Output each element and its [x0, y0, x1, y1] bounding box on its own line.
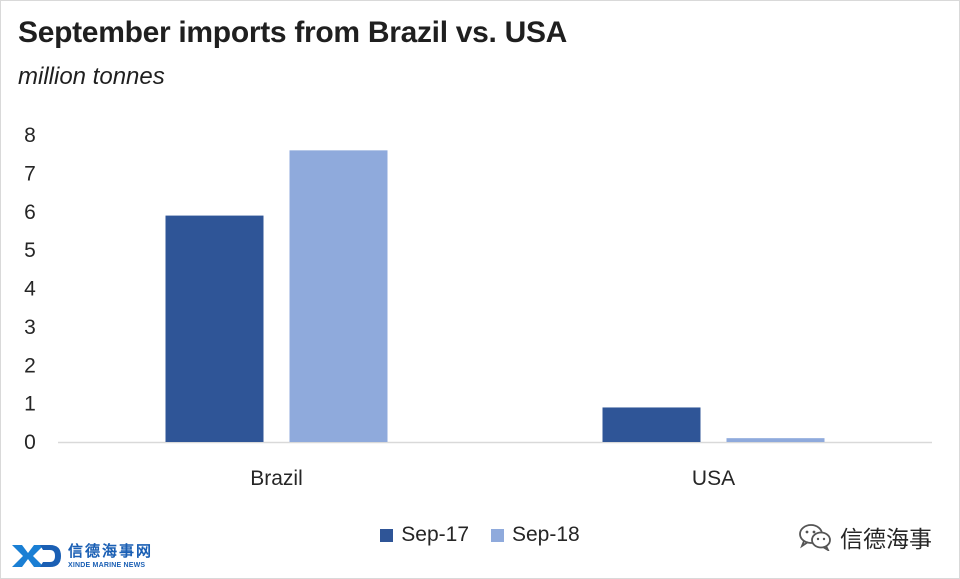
y-tick-label: 1 [24, 393, 36, 416]
wechat-icon [799, 524, 831, 551]
chart-subtitle: million tonnes [18, 63, 165, 90]
y-tick-label: 2 [24, 354, 36, 377]
legend-label: Sep-18 [512, 523, 580, 546]
legend-item: Sep-17 [380, 523, 469, 547]
y-tick-label: 4 [24, 278, 36, 301]
y-tick-label: 8 [24, 124, 36, 147]
y-tick-label: 7 [24, 162, 36, 185]
bar-chart: 0 1 2 3 4 5 6 7 8 Brazil USA [24, 124, 932, 490]
bar-usa-sep-17 [602, 407, 701, 442]
legend-swatch [491, 528, 504, 542]
legend-item: Sep-18 [491, 523, 580, 547]
x-tick-label: Brazil [250, 467, 303, 490]
chart-title: September imports from Brazil vs. USA [18, 16, 568, 49]
wechat-account-name: 信德海事 [840, 526, 932, 552]
y-tick-label: 6 [24, 201, 36, 224]
x-tick-label: USA [692, 467, 735, 490]
legend-swatch [380, 528, 394, 542]
chart-legend: Sep-17 Sep-18 [0, 520, 960, 550]
logo-chinese-text: 信德海事网 [68, 542, 154, 560]
bar-brazil-sep-18 [289, 150, 388, 442]
xd-logo-icon [12, 545, 61, 567]
bar-brazil-sep-17 [165, 215, 264, 442]
bar-usa-sep-18 [726, 438, 825, 442]
y-tick-label: 5 [24, 239, 36, 262]
logo-english-text: XINDE MARINE NEWS [68, 561, 146, 569]
xinde-logo: 信德海事网 XINDE MARINE NEWS [10, 538, 153, 574]
y-tick-label: 0 [24, 431, 36, 454]
wechat-account-mark: 信德海事 [798, 520, 932, 554]
y-tick-label: 3 [24, 316, 36, 339]
legend-label: Sep-17 [401, 523, 469, 546]
